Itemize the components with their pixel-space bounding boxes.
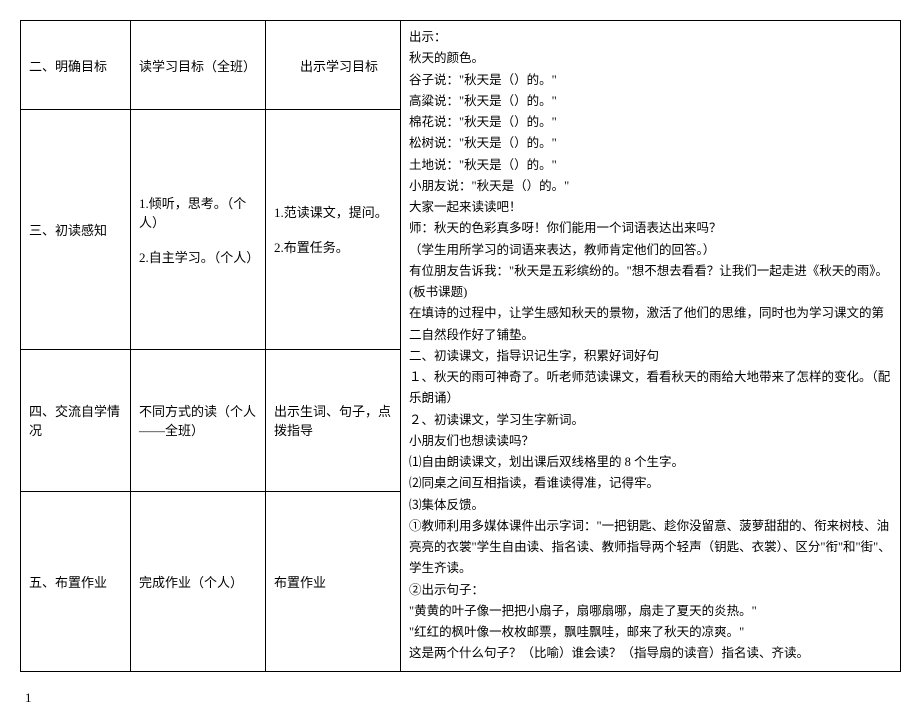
content-line: １、秋天的雨可神奇了。听老师范读课文，看看秋天的雨给大地带来了怎样的变化。（配乐… [409,367,892,410]
content-line: 在填诗的过程中，让学生感知秋天的景物，激活了他们的思维，同时也为学习课文的第二自… [409,303,892,346]
section-heading: 三、初读感知 [21,110,131,349]
content-line: 棉花说："秋天是（）的。" [409,112,892,133]
student-activity: 1.倾听，思考。（个人） 2.自主学习。（个人） [131,110,266,349]
content-line: "红红的枫叶像一枚枚邮票，飘哇飘哇，邮来了秋天的凉爽。" [409,622,892,643]
activity-line: 1.范读课文，提问。 [274,205,388,220]
content-line: 师：秋天的色彩真多呀！你们能用一个词语表达出来吗？ [409,218,892,239]
content-line: ⑴自由朗读课文，划出课后双线格里的 8 个生字。 [409,452,892,473]
section-heading: 四、交流自学情况 [21,349,131,491]
content-line: 土地说："秋天是（）的。" [409,155,892,176]
content-detail: 出示： 秋天的颜色。 谷子说："秋天是（）的。" 高粱说："秋天是（）的。" 棉… [401,21,901,672]
activity-line: 2.布置任务。 [274,240,349,255]
page-number: 1 [25,690,900,706]
content-line: "黄黄的叶子像一把把小扇子，扇哪扇哪，扇走了夏天的炎热。" [409,601,892,622]
content-line: 谷子说："秋天是（）的。" [409,70,892,91]
lesson-plan-table: 二、明确目标 读学习目标（全班） 出示学习目标 出示： 秋天的颜色。 谷子说："… [20,20,901,672]
content-line: 这是两个什么句子？（比喻）谁会读？（指导扇的读音）指名读、齐读。 [409,643,892,664]
student-activity: 不同方式的读（个人——全班） [131,349,266,491]
section-heading: 二、明确目标 [21,21,131,110]
content-line: （学生用所学习的词语来表达，教师肯定他们的回答。） [409,240,892,261]
student-activity: 完成作业（个人） [131,491,266,671]
content-line: 高粱说："秋天是（）的。" [409,91,892,112]
content-line: 出示： [409,27,892,48]
section-heading: 五、布置作业 [21,491,131,671]
student-activity: 读学习目标（全班） [131,21,266,110]
content-line: ②出示句子： [409,580,892,601]
content-line: 秋天的颜色。 [409,48,892,69]
content-line: 大家一起来读读吧！ [409,197,892,218]
teacher-activity: 1.范读课文，提问。 2.布置任务。 [266,110,401,349]
content-line: 小朋友说："秋天是（）的。" [409,176,892,197]
content-line: ⑶集体反馈。 [409,495,892,516]
content-line: 松树说："秋天是（）的。" [409,133,892,154]
content-line: ①教师利用多媒体课件出示字词："一把钥匙、趁你没留意、菠萝甜甜的、衔来树枝、油亮… [409,516,892,580]
teacher-activity: 布置作业 [266,491,401,671]
activity-line: 2.自主学习。（个人） [139,250,259,265]
table-row: 二、明确目标 读学习目标（全班） 出示学习目标 出示： 秋天的颜色。 谷子说："… [21,21,901,110]
teacher-activity: 出示学习目标 [266,21,401,110]
teacher-activity: 出示生词、句子，点拨指导 [266,349,401,491]
content-line: ⑵同桌之间互相指读，看谁读得准，记得牢。 [409,473,892,494]
content-line: 小朋友们也想读读吗？ [409,431,892,452]
activity-line: 1.倾听，思考。（个人） [139,196,246,230]
content-line: 有位朋友告诉我："秋天是五彩缤纷的。"想不想去看看？让我们一起走进《秋天的雨》。… [409,261,892,304]
content-line: 二、初读课文，指导识记生字，积累好词好句 [409,346,892,367]
content-line: ２、初读课文，学习生字新词。 [409,410,892,431]
